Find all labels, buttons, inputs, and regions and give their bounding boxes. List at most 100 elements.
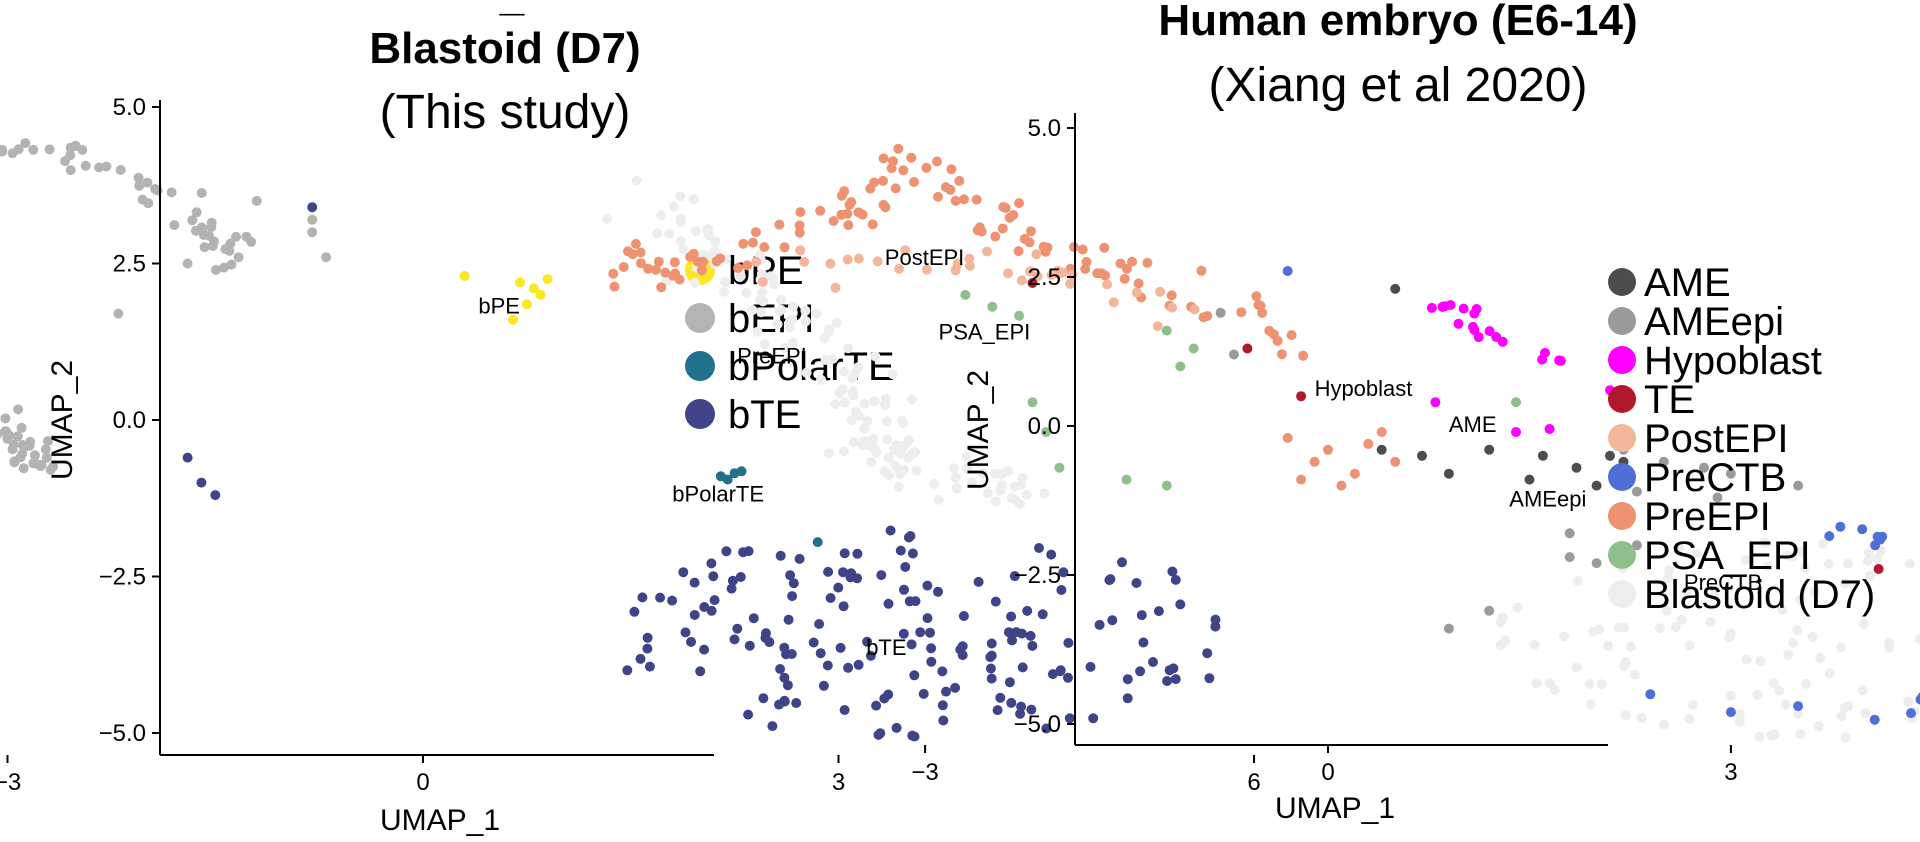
- point-psa-epi: [1161, 325, 1172, 336]
- point-blastoid-d7-: [867, 436, 878, 447]
- point-blastoid-d7-: [1706, 540, 1717, 551]
- point-bte: [644, 661, 655, 672]
- point-bte: [182, 452, 193, 463]
- point-hypoblast: [1437, 301, 1448, 312]
- point-bte: [748, 613, 759, 624]
- point-blastoid-d7-: [846, 415, 857, 426]
- point-postepi: [825, 258, 836, 269]
- point-blastoid-d7-: [849, 437, 859, 448]
- point-blastoid-d7-: [1684, 640, 1695, 651]
- point-preepi: [839, 186, 850, 197]
- point-postepi: [1155, 286, 1166, 297]
- point-bte: [1037, 609, 1048, 620]
- point-blastoid-d7-: [824, 448, 834, 459]
- point-bte: [909, 731, 920, 742]
- point-blastoid-d7-: [1587, 626, 1598, 637]
- point-bte: [990, 596, 1001, 607]
- point-blastoid-d7-: [747, 305, 758, 316]
- point-preepi: [1014, 198, 1025, 209]
- point-blastoid-d7-: [1725, 628, 1736, 639]
- point-preepi: [1119, 273, 1130, 284]
- point-preepi: [711, 256, 722, 267]
- point-blastoid-d7-: [929, 478, 940, 489]
- point-bepi: [225, 238, 236, 249]
- legend-swatch: [685, 399, 715, 429]
- point-preepi: [815, 205, 826, 216]
- point-bte: [727, 575, 738, 586]
- point-bte: [1017, 662, 1028, 673]
- point-bte: [883, 598, 894, 609]
- point-bepi: [13, 144, 24, 155]
- point-bte: [986, 638, 997, 649]
- point-hypoblast: [1426, 302, 1437, 313]
- legend-swatch: [1608, 580, 1636, 608]
- point-bepi: [182, 258, 193, 269]
- point-bte: [686, 636, 696, 647]
- point-bepi: [143, 198, 154, 209]
- point-preepi: [1019, 233, 1030, 244]
- point-bte: [775, 664, 786, 674]
- point-blastoid-d7-: [1815, 653, 1826, 663]
- point-bte: [865, 650, 876, 661]
- point-bte: [925, 627, 935, 638]
- point-bepi: [2, 433, 13, 444]
- point-bte: [906, 639, 917, 650]
- point-bte: [1025, 630, 1036, 641]
- point-preepi: [1077, 244, 1088, 255]
- point-blastoid-d7-: [1531, 678, 1542, 689]
- y-tick-label: −2.5: [1014, 562, 1061, 589]
- point-preepi: [857, 209, 868, 220]
- point-prectb: [1282, 266, 1293, 276]
- point-preepi: [893, 143, 904, 154]
- point-preepi: [1127, 256, 1138, 267]
- point-bte: [926, 656, 937, 667]
- point-prectb: [1645, 689, 1656, 700]
- point-preepi: [1323, 444, 1333, 455]
- point-preepi: [844, 199, 855, 210]
- point-hypoblast: [1430, 397, 1441, 408]
- y-tick-label: −5.0: [99, 720, 146, 747]
- point-blastoid-d7-: [883, 452, 894, 463]
- point-blastoid-d7-: [1039, 488, 1050, 499]
- point-preepi: [1390, 456, 1401, 467]
- point-preepi: [630, 238, 641, 249]
- point-preepi: [878, 175, 888, 186]
- point-bepi: [40, 444, 51, 455]
- point-bte: [1003, 627, 1014, 638]
- point-blastoid-d7-: [1795, 595, 1806, 605]
- point-blastoid-d7-: [801, 367, 812, 378]
- point-bte: [785, 570, 796, 581]
- point-blastoid-d7-: [1734, 709, 1745, 720]
- point-bte: [642, 643, 653, 654]
- point-blastoid-d7-: [1006, 493, 1017, 504]
- point-preepi: [933, 191, 943, 202]
- point-blastoid-d7-: [997, 480, 1008, 491]
- y-tick-label: 2.5: [113, 251, 146, 278]
- point-bte: [1064, 713, 1075, 724]
- point-preepi: [688, 248, 699, 259]
- point-preepi: [1026, 226, 1036, 237]
- point-preepi: [794, 227, 805, 238]
- point-prectb: [1877, 531, 1888, 542]
- legend: AMEAMEepiHypoblastTEPostEPIPreCTBPreEPIP…: [1608, 261, 1875, 617]
- point-postepi: [842, 254, 853, 265]
- point-bepi: [169, 220, 180, 231]
- point-preepi: [867, 219, 878, 230]
- point-blastoid-d7-: [1862, 556, 1873, 566]
- point-preepi: [888, 156, 898, 167]
- point-blastoid-d7-: [741, 287, 752, 298]
- point-preepi: [909, 177, 919, 187]
- point-bepi: [307, 227, 318, 238]
- point-bte: [794, 553, 805, 564]
- legend-label: AME: [1644, 261, 1731, 305]
- point-bte: [958, 611, 969, 621]
- point-blastoid-d7-: [853, 362, 864, 373]
- point-bte: [1085, 661, 1096, 672]
- legend-label: bEPI: [728, 297, 815, 341]
- point-preepi: [1376, 427, 1387, 437]
- point-prectb: [1916, 693, 1920, 704]
- point-preepi: [1013, 246, 1024, 257]
- point-postepi: [799, 256, 810, 267]
- point-psa-epi: [1041, 427, 1051, 437]
